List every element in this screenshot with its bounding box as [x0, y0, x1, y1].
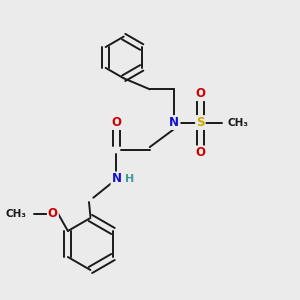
Text: CH₃: CH₃: [6, 208, 27, 219]
Text: O: O: [195, 87, 205, 100]
Text: S: S: [196, 116, 205, 129]
Text: O: O: [195, 146, 205, 159]
Text: H: H: [125, 174, 134, 184]
Text: N: N: [169, 116, 179, 129]
Text: N: N: [112, 172, 122, 185]
Text: CH₃: CH₃: [228, 118, 249, 128]
Text: O: O: [112, 116, 122, 129]
Text: O: O: [48, 207, 58, 220]
